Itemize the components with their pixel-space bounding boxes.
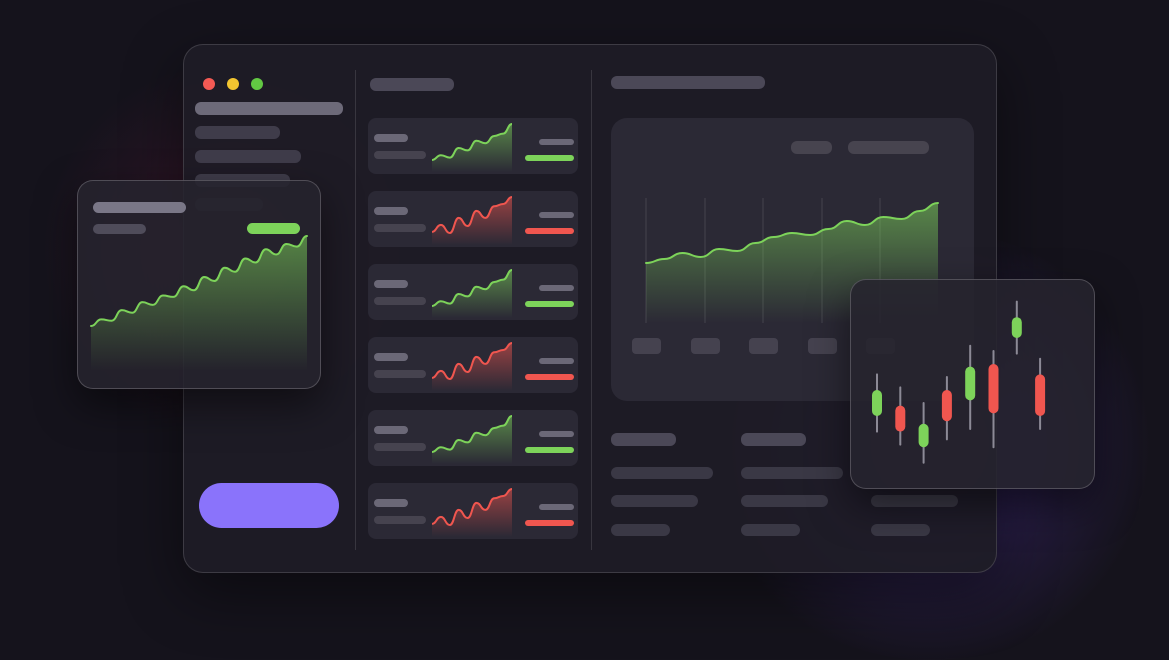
x-axis-tick-label <box>807 338 837 354</box>
market-card-title <box>374 499 408 507</box>
sparkline-chart <box>432 342 512 391</box>
table-cell <box>611 495 698 507</box>
market-card-title <box>374 207 408 215</box>
table-header-cell <box>741 433 806 446</box>
market-card-change-bar <box>525 520 574 526</box>
market-card-change-bar <box>525 228 574 234</box>
sparkline-chart <box>432 196 512 245</box>
table-cell <box>741 495 828 507</box>
x-axis-tick-label <box>749 338 778 354</box>
maximize-window-icon[interactable] <box>251 78 263 90</box>
market-card-change-bar <box>525 447 574 453</box>
area-line <box>645 202 939 264</box>
table-header-cell <box>611 433 676 446</box>
floating-area-chart <box>90 235 308 371</box>
column-divider <box>591 70 592 550</box>
sparkline-chart <box>432 488 512 537</box>
content-heading <box>611 76 765 89</box>
market-card-price <box>539 358 574 364</box>
floating-growth-card <box>77 180 321 389</box>
candle-body-down <box>1035 374 1046 416</box>
area-fill <box>432 124 512 172</box>
market-card-price <box>539 139 574 145</box>
candle-body-up <box>965 366 976 401</box>
table-cell <box>871 524 930 536</box>
market-card-subtitle <box>374 370 426 378</box>
card-subtitle <box>93 224 146 234</box>
sidebar-item-active[interactable] <box>195 102 343 115</box>
market-card-change-bar <box>525 155 574 161</box>
market-card-title <box>374 280 408 288</box>
table-cell <box>741 467 843 479</box>
table-cell <box>741 524 800 536</box>
area-line <box>432 269 512 307</box>
candle-body-down <box>941 390 952 422</box>
area-line <box>432 342 512 381</box>
minimize-window-icon[interactable] <box>227 78 239 90</box>
sidebar-divider <box>355 70 356 550</box>
market-card[interactable] <box>368 410 578 466</box>
area-fill <box>432 416 512 464</box>
market-card[interactable] <box>368 118 578 174</box>
candle-body-up <box>872 390 882 416</box>
x-axis-tick-label <box>690 338 720 354</box>
candlestick <box>1035 357 1046 430</box>
list-heading <box>370 78 454 91</box>
market-card-change-bar <box>525 301 574 307</box>
candlestick <box>941 376 952 441</box>
chart-range-button[interactable] <box>791 141 832 154</box>
candle-body-up <box>918 423 929 448</box>
market-card-price <box>539 212 574 218</box>
table-cell <box>611 467 713 479</box>
table-cell <box>871 495 958 507</box>
market-card[interactable] <box>368 337 578 393</box>
market-card-price <box>539 431 574 437</box>
candlestick <box>895 386 906 446</box>
sidebar-item[interactable] <box>195 126 280 139</box>
area-fill <box>432 270 512 318</box>
candle-body-down <box>988 364 999 414</box>
x-axis-tick-label <box>632 338 661 354</box>
candlestick <box>988 350 999 449</box>
market-card[interactable] <box>368 483 578 539</box>
area-line <box>432 196 512 235</box>
area-line <box>432 488 512 527</box>
market-card-price <box>539 504 574 510</box>
area-fill <box>91 236 307 371</box>
market-card-title <box>374 353 408 361</box>
candlestick <box>872 373 882 433</box>
close-window-icon[interactable] <box>203 78 215 90</box>
sparkline-chart <box>432 269 512 318</box>
market-card-subtitle <box>374 516 426 524</box>
floating-candlestick-card <box>850 279 1095 489</box>
table-cell <box>611 524 670 536</box>
market-card-subtitle <box>374 297 426 305</box>
market-card-subtitle <box>374 443 426 451</box>
market-card-price <box>539 285 574 291</box>
market-card-title <box>374 426 408 434</box>
area-line <box>90 235 308 327</box>
area-line <box>432 415 512 453</box>
area-line <box>432 123 512 161</box>
market-card-title <box>374 134 408 142</box>
card-title <box>93 202 186 213</box>
primary-action-button[interactable] <box>199 483 339 528</box>
market-card-subtitle <box>374 151 426 159</box>
sparkline-chart <box>432 415 512 464</box>
candlestick <box>918 402 929 464</box>
chart-period-button[interactable] <box>848 141 929 154</box>
candlestick-chart <box>872 300 1046 464</box>
market-card[interactable] <box>368 191 578 247</box>
market-card-change-bar <box>525 374 574 380</box>
sparkline-chart <box>432 123 512 172</box>
sidebar-item[interactable] <box>195 150 301 163</box>
candle-body-down <box>895 405 906 432</box>
market-card[interactable] <box>368 264 578 320</box>
growth-badge <box>247 223 300 234</box>
candlestick <box>965 344 976 430</box>
candlestick <box>1011 300 1022 355</box>
candle-body-up <box>1011 317 1022 338</box>
market-card-subtitle <box>374 224 426 232</box>
